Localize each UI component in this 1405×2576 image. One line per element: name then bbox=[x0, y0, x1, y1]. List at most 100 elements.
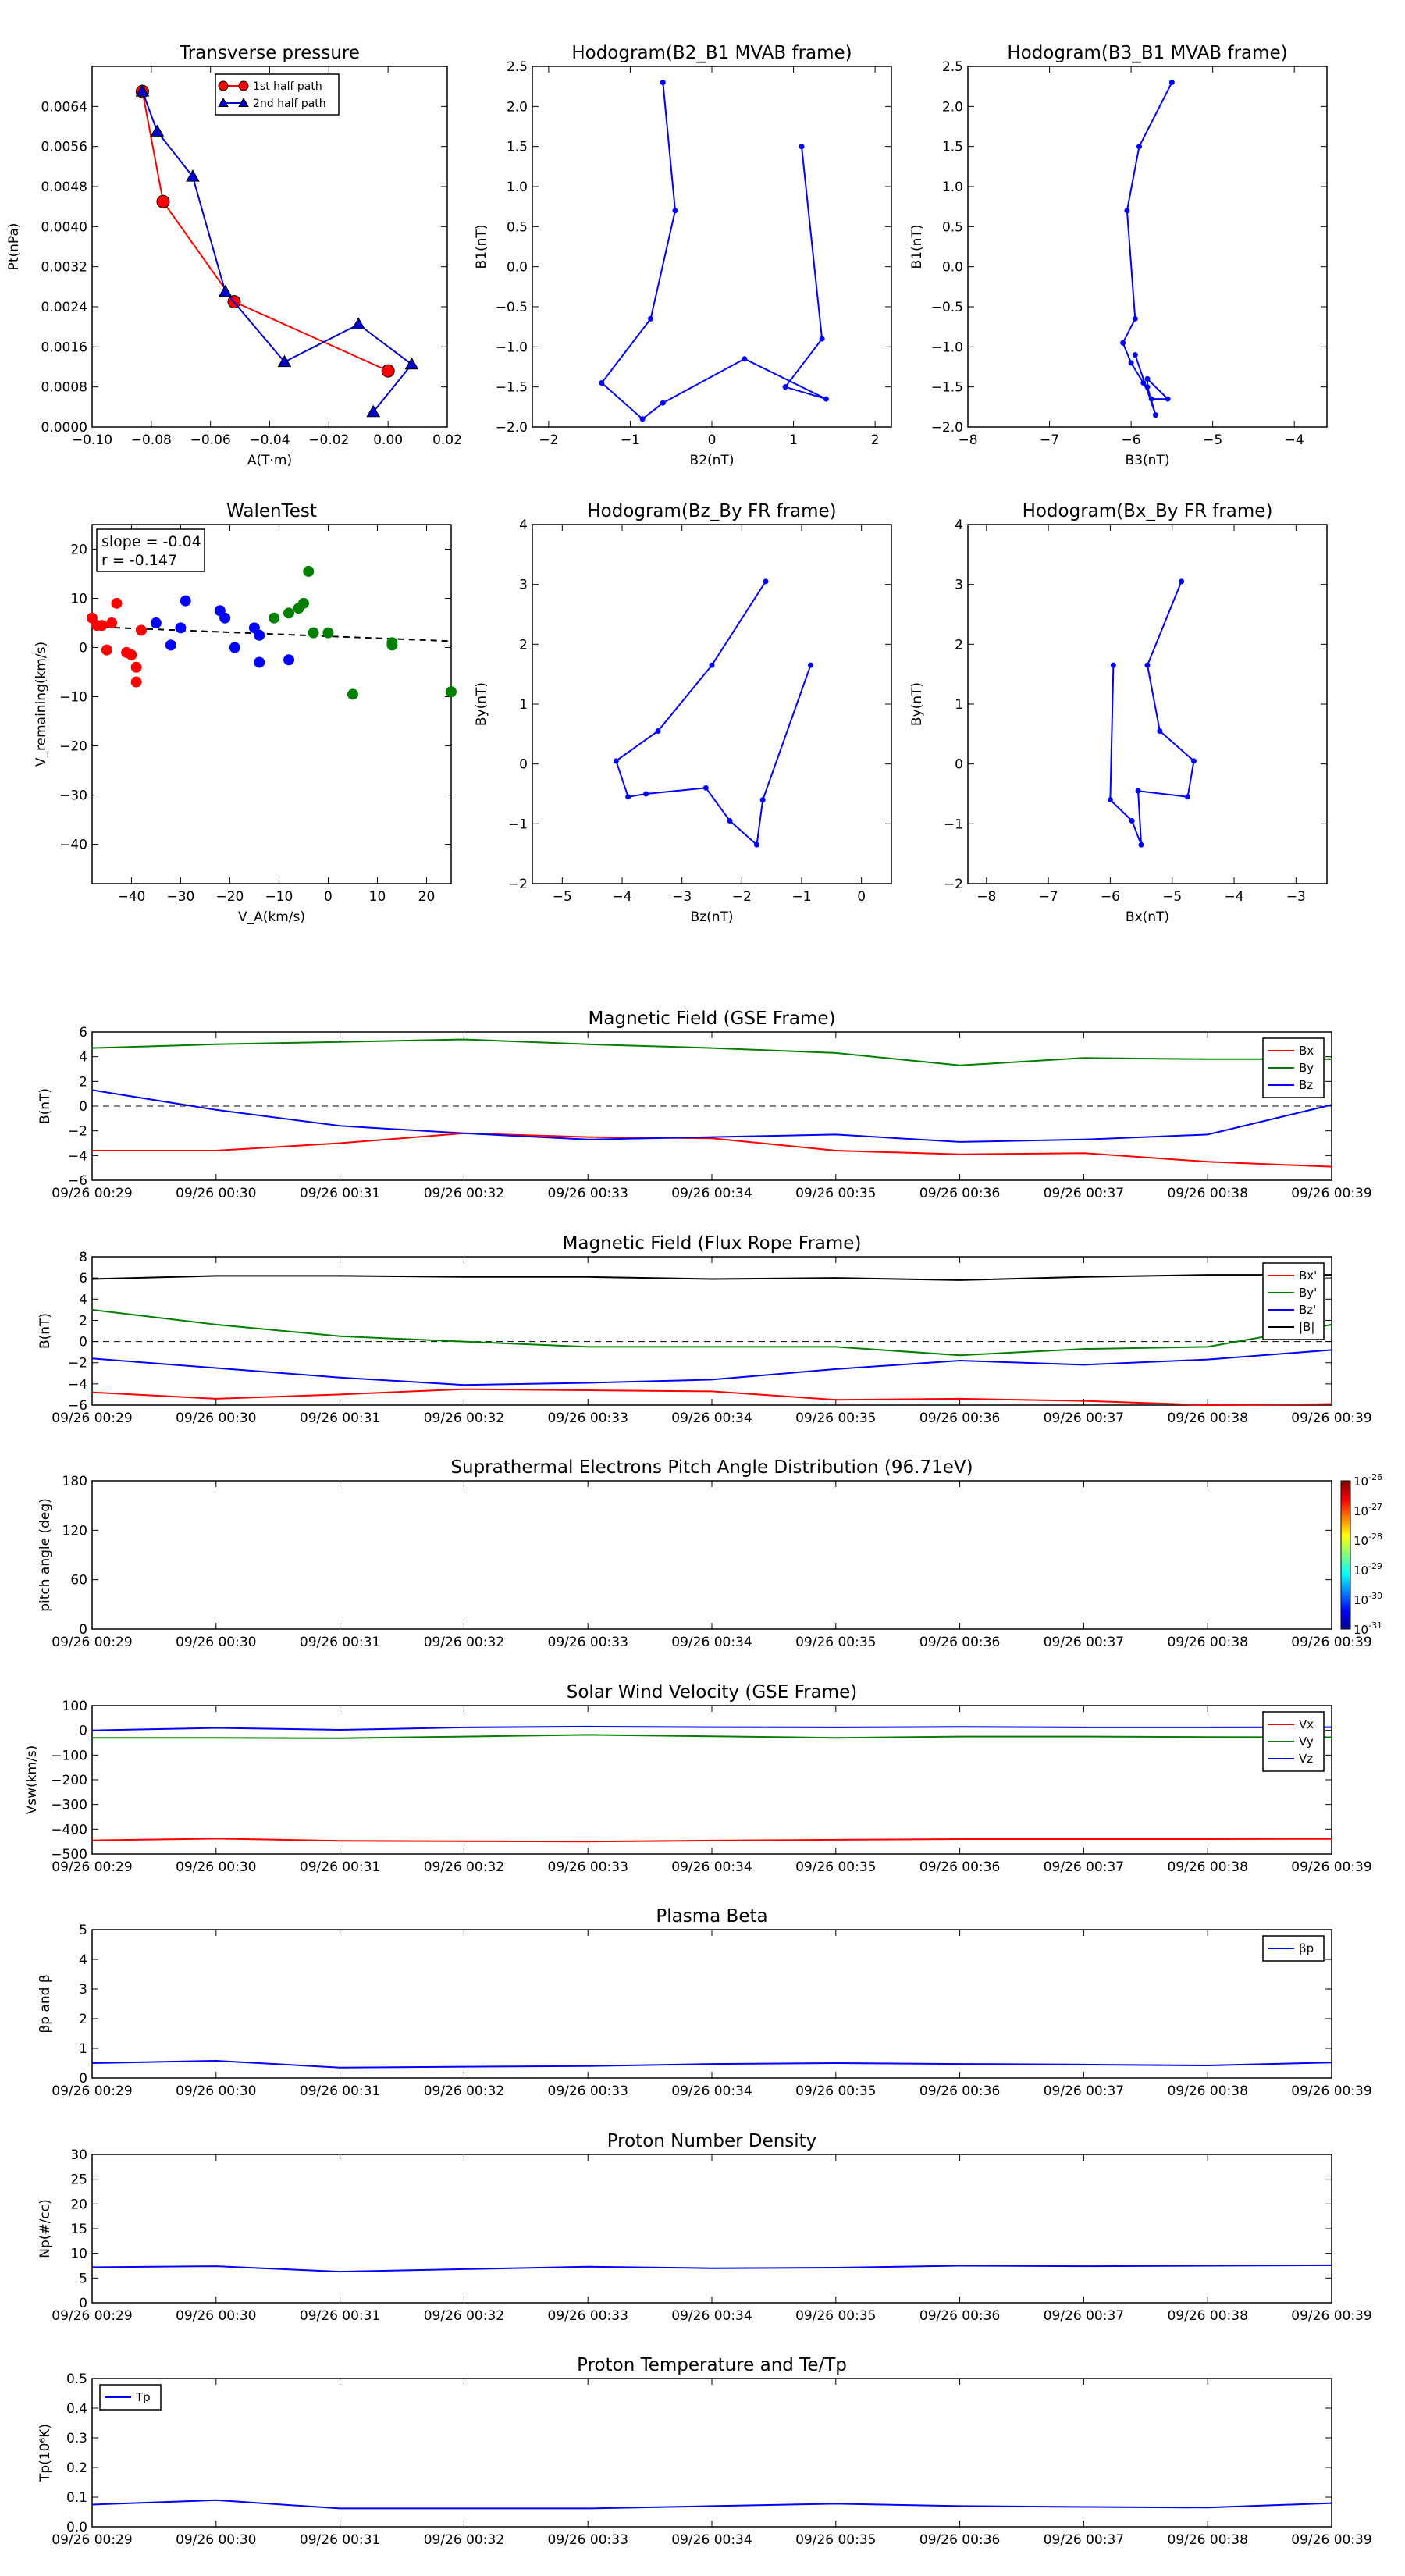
walen-point bbox=[101, 644, 112, 656]
h12-ytick-label: 0.5 bbox=[507, 219, 528, 235]
walen-xtick-label: −10 bbox=[265, 889, 293, 905]
walen-point bbox=[130, 661, 142, 673]
bfr-xtick-label: 09/26 00:32 bbox=[424, 1411, 504, 1426]
walen-point bbox=[254, 656, 265, 668]
vsw-legend-label: Vx bbox=[1299, 1717, 1314, 1731]
bfr-ytick-label: 6 bbox=[79, 1271, 87, 1286]
h31-point bbox=[1136, 144, 1143, 150]
tp-xtick-label: 09/26 00:34 bbox=[671, 2532, 752, 2548]
walen-ytick-label: −40 bbox=[59, 838, 87, 853]
walen-point bbox=[303, 565, 315, 577]
tp-xtick-label: 09/26 00:32 bbox=[424, 2532, 504, 2548]
walen-xtick-label: −30 bbox=[166, 889, 194, 905]
pt-xtick-label: −0.10 bbox=[72, 432, 112, 448]
pt-point bbox=[218, 284, 233, 297]
h12-point bbox=[660, 400, 666, 406]
hzy-point bbox=[702, 785, 709, 791]
np-xtick-label: 09/26 00:29 bbox=[52, 2308, 132, 2324]
walen-point bbox=[106, 617, 118, 629]
np-ytick-label: 15 bbox=[70, 2222, 87, 2237]
bfr-ytick-label: −4 bbox=[68, 1377, 87, 1393]
h12-point bbox=[742, 356, 748, 362]
bgse-series-1-line bbox=[91, 1038, 1332, 1066]
bfr-xtick-label: 09/26 00:39 bbox=[1291, 1411, 1371, 1426]
beta-ytick-label: 3 bbox=[79, 1982, 87, 1998]
np-xtick-label: 09/26 00:33 bbox=[548, 2308, 628, 2324]
bgse-ytick-label: −2 bbox=[68, 1124, 87, 1140]
bfr-xtick-label: 09/26 00:38 bbox=[1168, 1411, 1248, 1426]
walen-ytick-label: −30 bbox=[59, 788, 87, 804]
hxy-xtick-label: −3 bbox=[1286, 889, 1306, 905]
pt-xlabel: A(T·m) bbox=[247, 453, 292, 468]
tp-ytick-label: 0.1 bbox=[66, 2490, 87, 2506]
h31-xlabel: B3(nT) bbox=[1126, 453, 1170, 468]
np-xtick-label: 09/26 00:36 bbox=[919, 2308, 1000, 2324]
np-xtick-label: 09/26 00:32 bbox=[424, 2308, 504, 2324]
h31-point bbox=[1168, 80, 1175, 86]
pt-xtick-label: 0.00 bbox=[373, 432, 403, 448]
bfr-series-2-line bbox=[91, 1349, 1332, 1386]
pad-ytick-label: 60 bbox=[70, 1573, 87, 1589]
pad-xtick-label: 09/26 00:34 bbox=[671, 1635, 752, 1650]
pt-title: Transverse pressure bbox=[179, 43, 360, 63]
vsw-xtick-label: 09/26 00:37 bbox=[1044, 1859, 1124, 1875]
pad-colorbar-label: 10-27 bbox=[1353, 1502, 1382, 1518]
h31-ytick-label: 1.5 bbox=[942, 140, 963, 155]
h31-point bbox=[1120, 340, 1126, 346]
h12-point bbox=[639, 416, 646, 422]
bgse-xtick-label: 09/26 00:39 bbox=[1291, 1186, 1371, 1201]
bgse-series-0-line bbox=[92, 1132, 1332, 1168]
tp-ytick-label: 0.3 bbox=[66, 2431, 87, 2446]
pad-colorbar bbox=[1340, 1480, 1351, 1630]
np-xtick-label: 09/26 00:37 bbox=[1044, 2308, 1124, 2324]
bfr-xtick-label: 09/26 00:33 bbox=[548, 1411, 628, 1426]
bfr-legend-label: By' bbox=[1299, 1286, 1317, 1300]
pt-point bbox=[135, 84, 150, 97]
pad-xtick-label: 09/26 00:36 bbox=[919, 1635, 1000, 1650]
pt-xtick-label: 0.02 bbox=[432, 432, 462, 448]
h12-point bbox=[823, 396, 829, 402]
h12-ytick-label: 2.5 bbox=[507, 59, 528, 75]
pt-legend-label: 1st half path bbox=[253, 80, 322, 93]
pad-plot-frame bbox=[91, 1480, 1332, 1630]
h12-point bbox=[819, 336, 825, 342]
hxy-point bbox=[1129, 818, 1135, 824]
tp-xtick-label: 09/26 00:36 bbox=[919, 2532, 1000, 2548]
bgse-ytick-label: 2 bbox=[79, 1074, 87, 1090]
h12-point bbox=[672, 208, 678, 214]
beta-series-0-line bbox=[91, 2059, 1332, 2069]
vsw-ytick-label: −400 bbox=[51, 1822, 87, 1838]
tp-ytick-label: 0.5 bbox=[66, 2371, 87, 2387]
vsw-xtick-label: 09/26 00:34 bbox=[671, 1859, 752, 1875]
h31-ytick-label: −2.0 bbox=[931, 420, 963, 436]
pt-ytick-label: 0.0000 bbox=[41, 420, 87, 436]
np-ytick-label: 20 bbox=[70, 2197, 87, 2212]
pt-ytick-label: 0.0048 bbox=[41, 180, 87, 195]
walen-point bbox=[446, 686, 457, 698]
beta-xtick-label: 09/26 00:29 bbox=[52, 2083, 132, 2099]
bgse-xtick-label: 09/26 00:32 bbox=[424, 1186, 504, 1201]
bfr-ytick-label: 0 bbox=[79, 1335, 87, 1350]
pt-point bbox=[366, 404, 381, 418]
hxy-point bbox=[1144, 662, 1151, 668]
tp-ytick-label: 0.2 bbox=[66, 2460, 87, 2476]
pt-point bbox=[150, 124, 165, 137]
h31-point bbox=[1148, 396, 1154, 402]
bgse-title: Magnetic Field (GSE Frame) bbox=[589, 1009, 836, 1029]
h12-plot-frame bbox=[532, 66, 892, 428]
h12-ytick-label: −1.5 bbox=[496, 380, 528, 396]
walen-xtick-label: −40 bbox=[117, 889, 145, 905]
hxy-series-0-line bbox=[1109, 581, 1195, 845]
hxy-xlabel: Bx(nT) bbox=[1126, 909, 1169, 925]
beta-legend-label: βp bbox=[1299, 1941, 1314, 1955]
tp-xtick-label: 09/26 00:30 bbox=[176, 2532, 256, 2548]
vsw-xtick-label: 09/26 00:29 bbox=[52, 1859, 132, 1875]
walen-point bbox=[347, 688, 358, 700]
hzy-xtick-label: −2 bbox=[732, 889, 752, 905]
hzy-ytick-label: 0 bbox=[519, 757, 528, 773]
pad-colorbar-exponent: -26 bbox=[1368, 1472, 1382, 1482]
bfr-xtick-label: 09/26 00:31 bbox=[300, 1411, 380, 1426]
h12-point bbox=[660, 80, 666, 86]
hxy-ytick-label: −2 bbox=[944, 877, 963, 892]
h31-ytick-label: 1.0 bbox=[942, 180, 963, 195]
